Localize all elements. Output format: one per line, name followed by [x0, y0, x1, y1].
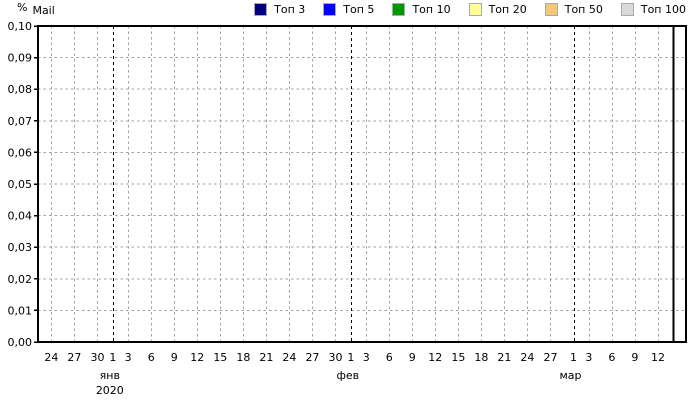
x-tick-label: 30	[328, 351, 342, 364]
month-label: фев	[337, 369, 360, 382]
month-label: мар	[559, 369, 581, 382]
x-tick-label: 21	[259, 351, 273, 364]
x-tick-label: 9	[409, 351, 416, 364]
chart-title-name: Mail	[32, 4, 55, 17]
x-tick-label: 6	[148, 351, 155, 364]
x-tick-label: 12	[651, 351, 665, 364]
legend-label: Топ 50	[564, 3, 603, 16]
x-tick-label: 12	[428, 351, 442, 364]
x-tick-label: 27	[67, 351, 81, 364]
x-tick-label: 18	[474, 351, 488, 364]
legend-swatch-icon	[544, 3, 558, 16]
x-tick-label: 27	[543, 351, 557, 364]
legend-label: Топ 3	[274, 3, 306, 16]
legend-item-2: Топ 5	[323, 3, 374, 16]
legend-item-5: Топ 50	[544, 3, 603, 16]
x-tick-label: 27	[305, 351, 319, 364]
y-tick-label: 0,01	[8, 304, 33, 317]
x-tick-label: 3	[363, 351, 370, 364]
x-tick-label: 6	[386, 351, 393, 364]
legend-item-4: Топ 20	[468, 3, 527, 16]
legend-swatch-icon	[323, 3, 337, 16]
y-tick-label: 0,08	[8, 83, 33, 96]
legend: Топ 3 Топ 5 Топ 10 Топ 20 Топ 50 Топ 100	[254, 3, 686, 16]
y-tick-label: 0,02	[8, 273, 33, 286]
legend-swatch-icon	[620, 3, 634, 16]
legend-label: Топ 5	[343, 3, 375, 16]
x-tick-label: 1	[109, 351, 116, 364]
y-tick-label: 0,00	[8, 336, 33, 349]
x-tick-label: 12	[190, 351, 204, 364]
month-label: янв	[100, 369, 120, 382]
x-tick-label: 30	[90, 351, 104, 364]
chart-title-unit: %	[17, 1, 28, 14]
x-tick-label: 9	[631, 351, 638, 364]
y-tick-label: 0,09	[8, 52, 33, 65]
x-tick-label: 15	[213, 351, 227, 364]
x-tick-label: 24	[520, 351, 534, 364]
x-tick-label: 1	[570, 351, 577, 364]
y-tick-label: 0,10	[8, 20, 33, 33]
x-tick-label: 3	[125, 351, 132, 364]
legend-swatch-icon	[392, 3, 406, 16]
legend-item-6: Топ 100	[620, 3, 686, 16]
chart-title: % Mail	[17, 1, 55, 17]
x-tick-label: 24	[282, 351, 296, 364]
x-tick-label: 9	[171, 351, 178, 364]
legend-item-1: Топ 3	[254, 3, 305, 16]
legend-label: Топ 100	[640, 3, 686, 16]
legend-item-3: Топ 10	[392, 3, 451, 16]
legend-swatch-icon	[468, 3, 482, 16]
y-tick-label: 0,04	[8, 210, 33, 223]
y-tick-label: 0,06	[8, 146, 33, 159]
year-label: 2020	[96, 384, 124, 397]
x-tick-label: 18	[236, 351, 250, 364]
legend-label: Топ 10	[412, 3, 451, 16]
y-tick-label: 0,03	[8, 241, 33, 254]
y-tick-label: 0,07	[8, 115, 33, 128]
x-tick-label: 6	[608, 351, 615, 364]
x-tick-label: 21	[497, 351, 511, 364]
x-tick-label: 24	[44, 351, 58, 364]
y-tick-label: 0,05	[8, 178, 33, 191]
x-tick-label: 3	[585, 351, 592, 364]
legend-swatch-icon	[254, 3, 268, 16]
x-tick-label: 15	[451, 351, 465, 364]
x-tick-label: 1	[347, 351, 354, 364]
legend-label: Топ 20	[488, 3, 527, 16]
